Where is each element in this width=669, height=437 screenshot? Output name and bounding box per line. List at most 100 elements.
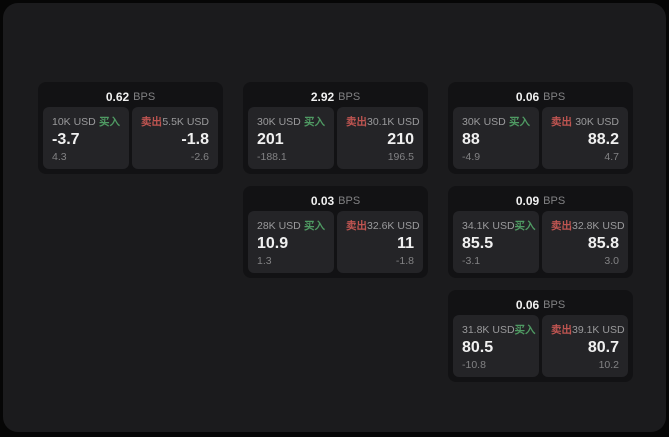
sell-sub-value: -2.6 bbox=[190, 151, 209, 163]
sell-top-row: 卖出 5.5K USD bbox=[141, 114, 209, 129]
buy-sub-value: -4.9 bbox=[462, 151, 481, 163]
buy-price: 10.9 bbox=[257, 235, 289, 252]
sell-top-row: 卖出 39.1K USD bbox=[551, 322, 625, 337]
sell-amount: 32.6K USD bbox=[367, 219, 420, 232]
buy-amount: 10K USD bbox=[52, 115, 96, 128]
buy-panel[interactable]: 10K USD 买入 -3.7 4.3 bbox=[43, 107, 129, 169]
buy-top-row: 34.1K USD 买入 bbox=[462, 218, 536, 233]
card-header: 0.06 BPS bbox=[453, 295, 628, 315]
quote-panels: 30K USD 买入 201 -188.1 卖出 30.1K USD 210 1… bbox=[248, 107, 423, 169]
buy-side-label: 买入 bbox=[514, 220, 536, 232]
card-header: 0.09 BPS bbox=[453, 191, 628, 211]
buy-price: -3.7 bbox=[52, 131, 80, 148]
bps-value: 0.62 bbox=[105, 90, 130, 104]
buy-side-label: 买入 bbox=[509, 116, 530, 128]
sell-panel[interactable]: 卖出 39.1K USD 80.7 10.2 bbox=[542, 315, 628, 377]
buy-top-row: 30K USD 买入 bbox=[257, 114, 325, 129]
card-header: 0.03 BPS bbox=[248, 191, 423, 211]
app-window: 0.62 BPS 10K USD 买入 -3.7 4.3 卖出 5.5K USD… bbox=[3, 3, 666, 432]
sell-price: -1.8 bbox=[181, 131, 209, 148]
sell-panel[interactable]: 卖出 30K USD 88.2 4.7 bbox=[542, 107, 628, 169]
quotes-grid: 0.62 BPS 10K USD 买入 -3.7 4.3 卖出 5.5K USD… bbox=[38, 82, 633, 382]
sell-amount: 39.1K USD bbox=[572, 323, 625, 336]
sell-price: 11 bbox=[397, 235, 414, 252]
buy-panel[interactable]: 30K USD 买入 201 -188.1 bbox=[248, 107, 334, 169]
sell-side-label: 卖出 bbox=[551, 116, 572, 128]
sell-sub-value: -1.8 bbox=[395, 255, 414, 267]
sell-sub-value: 4.7 bbox=[604, 151, 619, 163]
sell-amount: 5.5K USD bbox=[162, 115, 209, 128]
sell-price: 80.7 bbox=[587, 339, 619, 356]
sell-side-label: 卖出 bbox=[551, 324, 572, 336]
buy-side-label: 买入 bbox=[304, 116, 325, 128]
sell-top-row: 卖出 32.6K USD bbox=[346, 218, 420, 233]
buy-sub-value: -3.1 bbox=[462, 255, 481, 267]
quote-card: 0.09 BPS 34.1K USD 买入 85.5 -3.1 卖出 32.8K… bbox=[448, 186, 633, 278]
buy-sub-value: 1.3 bbox=[257, 255, 272, 267]
bps-unit-label: BPS bbox=[543, 91, 566, 103]
buy-amount: 30K USD bbox=[462, 115, 506, 128]
bps-unit-label: BPS bbox=[543, 195, 566, 207]
sell-panel[interactable]: 卖出 32.8K USD 85.8 3.0 bbox=[542, 211, 628, 273]
bps-unit-label: BPS bbox=[133, 91, 156, 103]
bps-value: 0.06 bbox=[515, 90, 540, 104]
bps-value: 2.92 bbox=[310, 90, 335, 104]
buy-sub-value: -188.1 bbox=[257, 151, 287, 163]
quote-panels: 30K USD 买入 88 -4.9 卖出 30K USD 88.2 4.7 bbox=[453, 107, 628, 169]
quote-panels: 28K USD 买入 10.9 1.3 卖出 32.6K USD 11 -1.8 bbox=[248, 211, 423, 273]
sell-panel[interactable]: 卖出 32.6K USD 11 -1.8 bbox=[337, 211, 423, 273]
buy-amount: 31.8K USD bbox=[462, 323, 515, 336]
quote-card: 0.62 BPS 10K USD 买入 -3.7 4.3 卖出 5.5K USD… bbox=[38, 82, 223, 174]
buy-panel[interactable]: 31.8K USD 买入 80.5 -10.8 bbox=[453, 315, 539, 377]
sell-price: 85.8 bbox=[587, 235, 619, 252]
sell-side-label: 卖出 bbox=[551, 220, 572, 232]
quote-card: 0.06 BPS 30K USD 买入 88 -4.9 卖出 30K USD 8… bbox=[448, 82, 633, 174]
bps-value: 0.09 bbox=[515, 194, 540, 208]
sell-amount: 30K USD bbox=[575, 115, 619, 128]
buy-panel[interactable]: 30K USD 买入 88 -4.9 bbox=[453, 107, 539, 169]
quote-panels: 31.8K USD 买入 80.5 -10.8 卖出 39.1K USD 80.… bbox=[453, 315, 628, 377]
sell-amount: 30.1K USD bbox=[367, 115, 420, 128]
sell-price: 88.2 bbox=[587, 131, 619, 148]
sell-price: 210 bbox=[387, 131, 414, 148]
card-header: 0.62 BPS bbox=[43, 87, 218, 107]
buy-top-row: 10K USD 买入 bbox=[52, 114, 120, 129]
sell-side-label: 卖出 bbox=[346, 116, 367, 128]
buy-price: 201 bbox=[257, 131, 284, 148]
buy-top-row: 30K USD 买入 bbox=[462, 114, 530, 129]
sell-amount: 32.8K USD bbox=[572, 219, 625, 232]
bps-unit-label: BPS bbox=[338, 91, 361, 103]
buy-price: 85.5 bbox=[462, 235, 494, 252]
sell-sub-value: 10.2 bbox=[598, 359, 619, 371]
bps-unit-label: BPS bbox=[338, 195, 361, 207]
quote-panels: 10K USD 买入 -3.7 4.3 卖出 5.5K USD -1.8 -2.… bbox=[43, 107, 218, 169]
card-header: 2.92 BPS bbox=[248, 87, 423, 107]
quote-card: 0.03 BPS 28K USD 买入 10.9 1.3 卖出 32.6K US… bbox=[243, 186, 428, 278]
buy-price: 88 bbox=[462, 131, 480, 148]
buy-amount: 34.1K USD bbox=[462, 219, 515, 232]
card-header: 0.06 BPS bbox=[453, 87, 628, 107]
buy-side-label: 买入 bbox=[514, 324, 536, 336]
buy-sub-value: 4.3 bbox=[52, 151, 67, 163]
sell-top-row: 卖出 30.1K USD bbox=[346, 114, 420, 129]
buy-side-label: 买入 bbox=[304, 220, 325, 232]
bps-value: 0.03 bbox=[310, 194, 335, 208]
buy-amount: 28K USD bbox=[257, 219, 301, 232]
sell-sub-value: 196.5 bbox=[387, 151, 414, 163]
bps-unit-label: BPS bbox=[543, 299, 566, 311]
buy-top-row: 31.8K USD 买入 bbox=[462, 322, 536, 337]
quote-panels: 34.1K USD 买入 85.5 -3.1 卖出 32.8K USD 85.8… bbox=[453, 211, 628, 273]
sell-side-label: 卖出 bbox=[141, 116, 162, 128]
quote-card: 0.06 BPS 31.8K USD 买入 80.5 -10.8 卖出 39.1… bbox=[448, 290, 633, 382]
sell-side-label: 卖出 bbox=[346, 220, 367, 232]
sell-sub-value: 3.0 bbox=[604, 255, 619, 267]
sell-top-row: 卖出 30K USD bbox=[551, 114, 619, 129]
buy-amount: 30K USD bbox=[257, 115, 301, 128]
sell-panel[interactable]: 卖出 5.5K USD -1.8 -2.6 bbox=[132, 107, 218, 169]
buy-top-row: 28K USD 买入 bbox=[257, 218, 325, 233]
buy-panel[interactable]: 34.1K USD 买入 85.5 -3.1 bbox=[453, 211, 539, 273]
bps-value: 0.06 bbox=[515, 298, 540, 312]
buy-panel[interactable]: 28K USD 买入 10.9 1.3 bbox=[248, 211, 334, 273]
sell-top-row: 卖出 32.8K USD bbox=[551, 218, 625, 233]
sell-panel[interactable]: 卖出 30.1K USD 210 196.5 bbox=[337, 107, 423, 169]
